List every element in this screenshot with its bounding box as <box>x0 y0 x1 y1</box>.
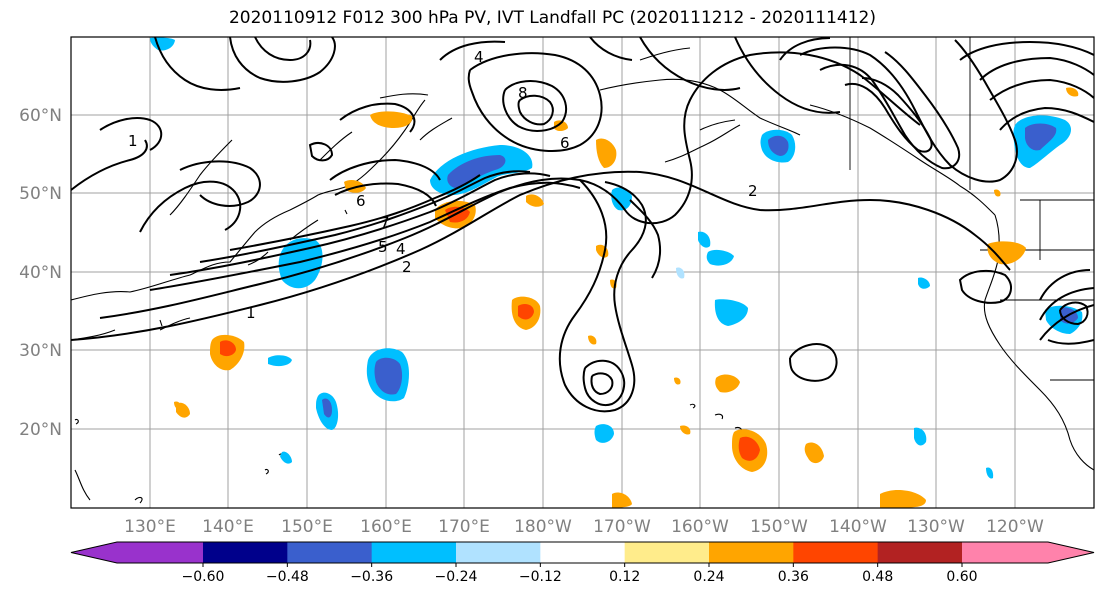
lon-label: 170°W <box>593 517 651 537</box>
negative-shading <box>150 37 1083 479</box>
lat-label: 50°N <box>19 184 62 204</box>
contour-label: 4 <box>474 48 484 66</box>
colorbar-segment <box>877 542 963 563</box>
colorbar-segment <box>793 542 879 563</box>
colorbar-tick-label: 0.36 <box>778 569 809 585</box>
latitude-labels: 20°N 30°N 40°N 50°N 60°N <box>19 106 62 440</box>
contour-label: 7 <box>380 214 390 232</box>
colorbar-segment <box>540 542 626 563</box>
contour-label: 4 <box>396 240 406 258</box>
lat-label: 30°N <box>19 341 62 361</box>
lon-label: 130°W <box>907 517 965 537</box>
lat-label: 60°N <box>19 106 62 126</box>
colorbar-segment <box>456 542 541 563</box>
lon-label: 150°E <box>281 517 333 537</box>
colorbar-segment <box>203 542 288 563</box>
contour-label: 6 <box>560 134 570 152</box>
contour-label: 6 <box>356 192 366 210</box>
contour-label: 2 <box>402 258 412 276</box>
colorbar-segment <box>371 542 457 563</box>
colorbar-tick-label: −0.12 <box>519 569 562 585</box>
colorbar-tick-label: −0.60 <box>182 569 225 585</box>
lon-label: 160°W <box>671 517 729 537</box>
lon-label: 150°W <box>750 517 808 537</box>
contour-label: 1 <box>246 304 256 322</box>
map-frame <box>70 36 1095 509</box>
map-panel: 1 2 4 5 6 7 8 6 4 2 1 <box>71 37 1094 508</box>
colorbar-segment <box>709 542 794 563</box>
colorbar-tick-label: 0.60 <box>946 569 977 585</box>
colorbar-tick-label: 0.12 <box>609 569 640 585</box>
positive-shading <box>174 87 1079 508</box>
pv-contours <box>71 37 1094 413</box>
contour-label: 1 <box>128 132 138 150</box>
lat-label: 20°N <box>19 420 62 440</box>
lon-label: 160°E <box>360 517 412 537</box>
colorbar-outline <box>70 541 1095 564</box>
lon-label: 140°W <box>829 517 887 537</box>
lon-label: 170°E <box>438 517 490 537</box>
colorbar-tick-label: 0.24 <box>693 569 724 585</box>
colorbar-tick-label: −0.48 <box>266 569 309 585</box>
map-title: 2020110912 F012 300 hPa PV, IVT Landfall… <box>228 8 876 28</box>
colorbar-tick-label: −0.36 <box>350 569 393 585</box>
colorbar-tick-label: −0.24 <box>435 569 478 585</box>
colorbar-segment <box>287 542 373 563</box>
contour-label: 8 <box>518 84 528 102</box>
lon-label: 120°W <box>986 517 1044 537</box>
lon-label: 130°E <box>124 517 176 537</box>
lon-label: 180°W <box>514 517 572 537</box>
colorbar-tick-label: 0.48 <box>862 569 893 585</box>
colorbar-segment <box>624 542 710 563</box>
lon-label: 140°E <box>202 517 254 537</box>
longitude-labels: 130°E 140°E 150°E 160°E 170°E 180°W 170°… <box>124 517 1044 537</box>
lat-label: 40°N <box>19 263 62 283</box>
colorbar: −0.60 −0.48 −0.36 −0.24 −0.12 0.12 0.24 0.36 0.4… <box>70 541 1095 585</box>
contour-label: 5 <box>378 238 388 256</box>
contour-label: 2 <box>748 182 758 200</box>
colorbar-extension-low <box>71 542 203 563</box>
colorbar-extension-high <box>962 542 1094 563</box>
contour-labels: 1 2 4 5 6 7 8 6 4 2 1 <box>128 48 758 322</box>
